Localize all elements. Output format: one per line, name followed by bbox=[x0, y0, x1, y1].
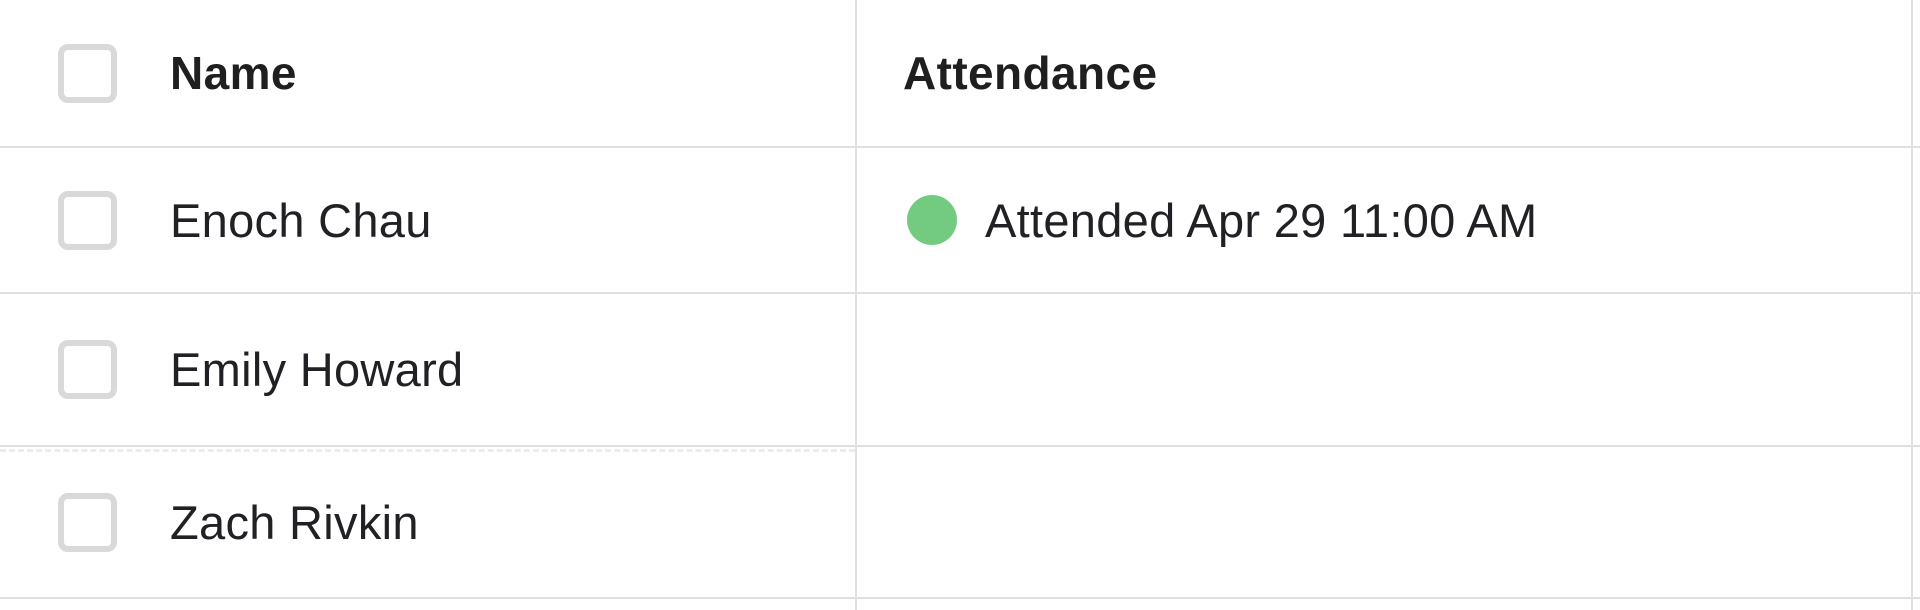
attendance-status-text: Attended Apr 29 11:00 AM bbox=[985, 193, 1538, 247]
column-header-name: Name bbox=[170, 47, 297, 99]
table-row: Enoch Chau Attended Apr 29 11:00 AM bbox=[0, 148, 1920, 294]
extra-cell bbox=[1913, 447, 1920, 597]
extra-cell bbox=[1913, 148, 1920, 292]
table-row: Zach Rivkin bbox=[0, 447, 1920, 599]
header-cell-extra bbox=[1913, 0, 1920, 146]
row-checkbox[interactable] bbox=[58, 340, 117, 399]
student-name: Enoch Chau bbox=[170, 193, 432, 247]
table-row-partial bbox=[0, 599, 1920, 610]
header-cell-name: Name bbox=[0, 0, 857, 146]
attendance-cell bbox=[857, 447, 1913, 597]
student-name: Zach Rivkin bbox=[170, 495, 419, 549]
attendance-cell bbox=[857, 599, 1913, 610]
table-row: Emily Howard bbox=[0, 294, 1920, 452]
attendance-cell: Attended Apr 29 11:00 AM bbox=[857, 148, 1913, 292]
extra-cell bbox=[1913, 599, 1920, 610]
column-header-attendance: Attendance bbox=[903, 47, 1158, 99]
extra-cell bbox=[1913, 294, 1920, 445]
table-header-row: Name Attendance bbox=[0, 0, 1920, 148]
header-cell-attendance: Attendance bbox=[857, 0, 1913, 146]
row-checkbox[interactable] bbox=[58, 492, 117, 552]
name-cell: Emily Howard bbox=[0, 294, 857, 445]
attended-status-dot-icon bbox=[907, 195, 957, 245]
student-name: Emily Howard bbox=[170, 343, 464, 396]
row-checkbox[interactable] bbox=[58, 190, 117, 250]
name-cell: Zach Rivkin bbox=[0, 447, 857, 597]
select-all-checkbox[interactable] bbox=[58, 43, 117, 103]
name-cell bbox=[0, 599, 857, 610]
name-cell: Enoch Chau bbox=[0, 148, 857, 292]
attendance-cell bbox=[857, 294, 1913, 445]
